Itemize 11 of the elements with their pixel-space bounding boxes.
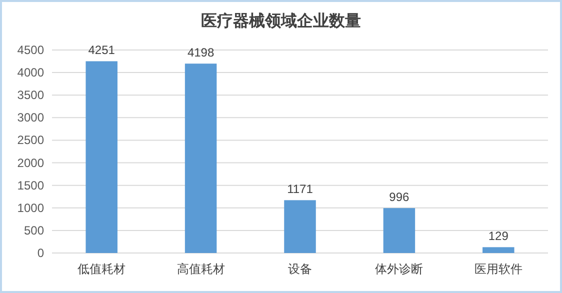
y-tick-label: 3500 xyxy=(17,88,44,102)
y-tick-label: 500 xyxy=(24,223,44,238)
y-tick-label: 0 xyxy=(37,246,44,260)
y-tick-label: 2000 xyxy=(17,156,44,170)
y-tick-label: 4000 xyxy=(17,66,44,80)
title: 医疗器械领域企业数量 xyxy=(201,13,361,30)
y-tick-label: 4500 xyxy=(17,43,44,57)
y-tick-label: 1500 xyxy=(17,178,44,192)
y-tick-label: 1000 xyxy=(17,200,44,215)
y-tick-label: 2500 xyxy=(17,133,44,148)
y-tick-label: 3000 xyxy=(17,110,44,125)
